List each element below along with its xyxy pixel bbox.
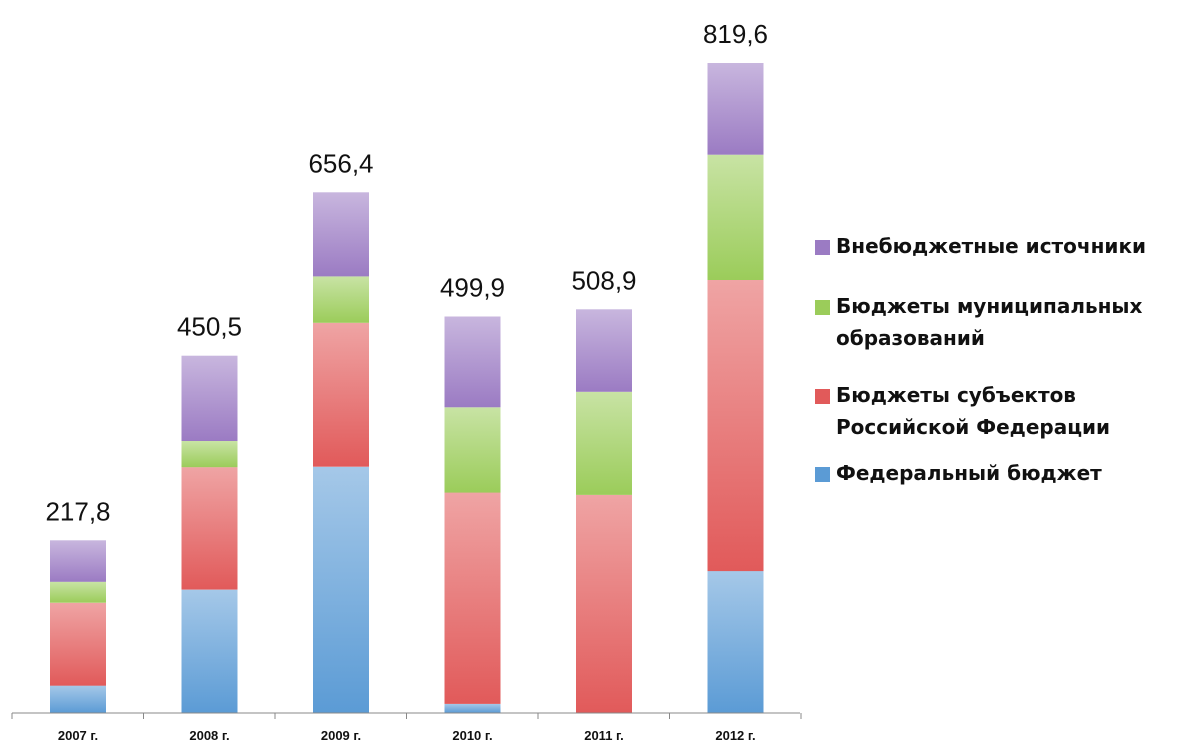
- bar-segment-1-3: [50, 581, 106, 603]
- legend-swatch-3: [815, 389, 830, 404]
- bar-segment-3-4: [313, 192, 369, 277]
- bar-total-label: 508,9: [571, 265, 636, 295]
- bar-segment-2-3: [181, 441, 238, 468]
- legend-label: Федеральный бюджет: [836, 461, 1102, 485]
- bar-segment-2-4: [181, 355, 238, 441]
- bar-segment-6-3: [707, 154, 764, 280]
- bar-segment-2-1: [181, 589, 238, 713]
- bar-segment-2-2: [181, 467, 238, 590]
- bar-segment-1-2: [50, 602, 106, 686]
- bar-segment-6-2: [707, 280, 764, 572]
- bar-segment-3-3: [313, 276, 369, 323]
- bar-segment-4-4: [444, 316, 501, 408]
- x-tick-label: 2008 г.: [189, 728, 229, 743]
- bar-segment-6-1: [707, 571, 764, 713]
- bars-layer: 217,8 450,5 656,4 499,9 508,9 819,6: [45, 19, 768, 713]
- bar-total-label: 656,4: [308, 148, 373, 178]
- bar-segment-4-1: [444, 703, 501, 713]
- bar-total-label: 499,9: [440, 273, 505, 303]
- bar-segment-5-2: [576, 494, 632, 713]
- legend-label: Бюджеты субъектов: [836, 383, 1076, 407]
- bar-total-label: 819,6: [703, 19, 768, 49]
- bar-segment-4-3: [444, 407, 501, 493]
- bar-segment-1-4: [50, 540, 106, 582]
- legend-swatch-4: [815, 467, 830, 482]
- legend: Внебюджетные источники Бюджеты муниципаль…: [815, 234, 1146, 485]
- bar-segment-4-2: [444, 492, 501, 704]
- x-tick-label: 2010 г.: [452, 728, 492, 743]
- x-tick-label: 2009 г.: [321, 728, 361, 743]
- legend-swatch-2: [815, 300, 830, 315]
- bar-total-label: 217,8: [45, 496, 110, 526]
- x-tick-label: 2007 г.: [58, 728, 98, 743]
- x-axis: 2007 г. 2008 г. 2009 г. 2010 г. 2011 г. 2012 …: [11, 712, 802, 743]
- bar-segment-3-2: [313, 322, 369, 467]
- bar-segment-3-1: [313, 466, 369, 713]
- legend-label: Внебюджетные источники: [836, 234, 1146, 258]
- bar-segment-5-4: [576, 309, 632, 392]
- bar-segment-6-4: [707, 63, 764, 155]
- bar-segment-1-1: [50, 685, 106, 713]
- x-tick-label: 2012 г.: [715, 728, 755, 743]
- legend-label: Бюджеты муниципальных: [836, 294, 1143, 318]
- legend-label: Российской Федерации: [836, 415, 1110, 439]
- legend-swatch-1: [815, 240, 830, 255]
- bar-total-label: 450,5: [177, 312, 242, 342]
- bar-segment-5-3: [576, 391, 632, 495]
- x-tick-label: 2011 г.: [584, 728, 624, 743]
- legend-label: образований: [836, 326, 985, 350]
